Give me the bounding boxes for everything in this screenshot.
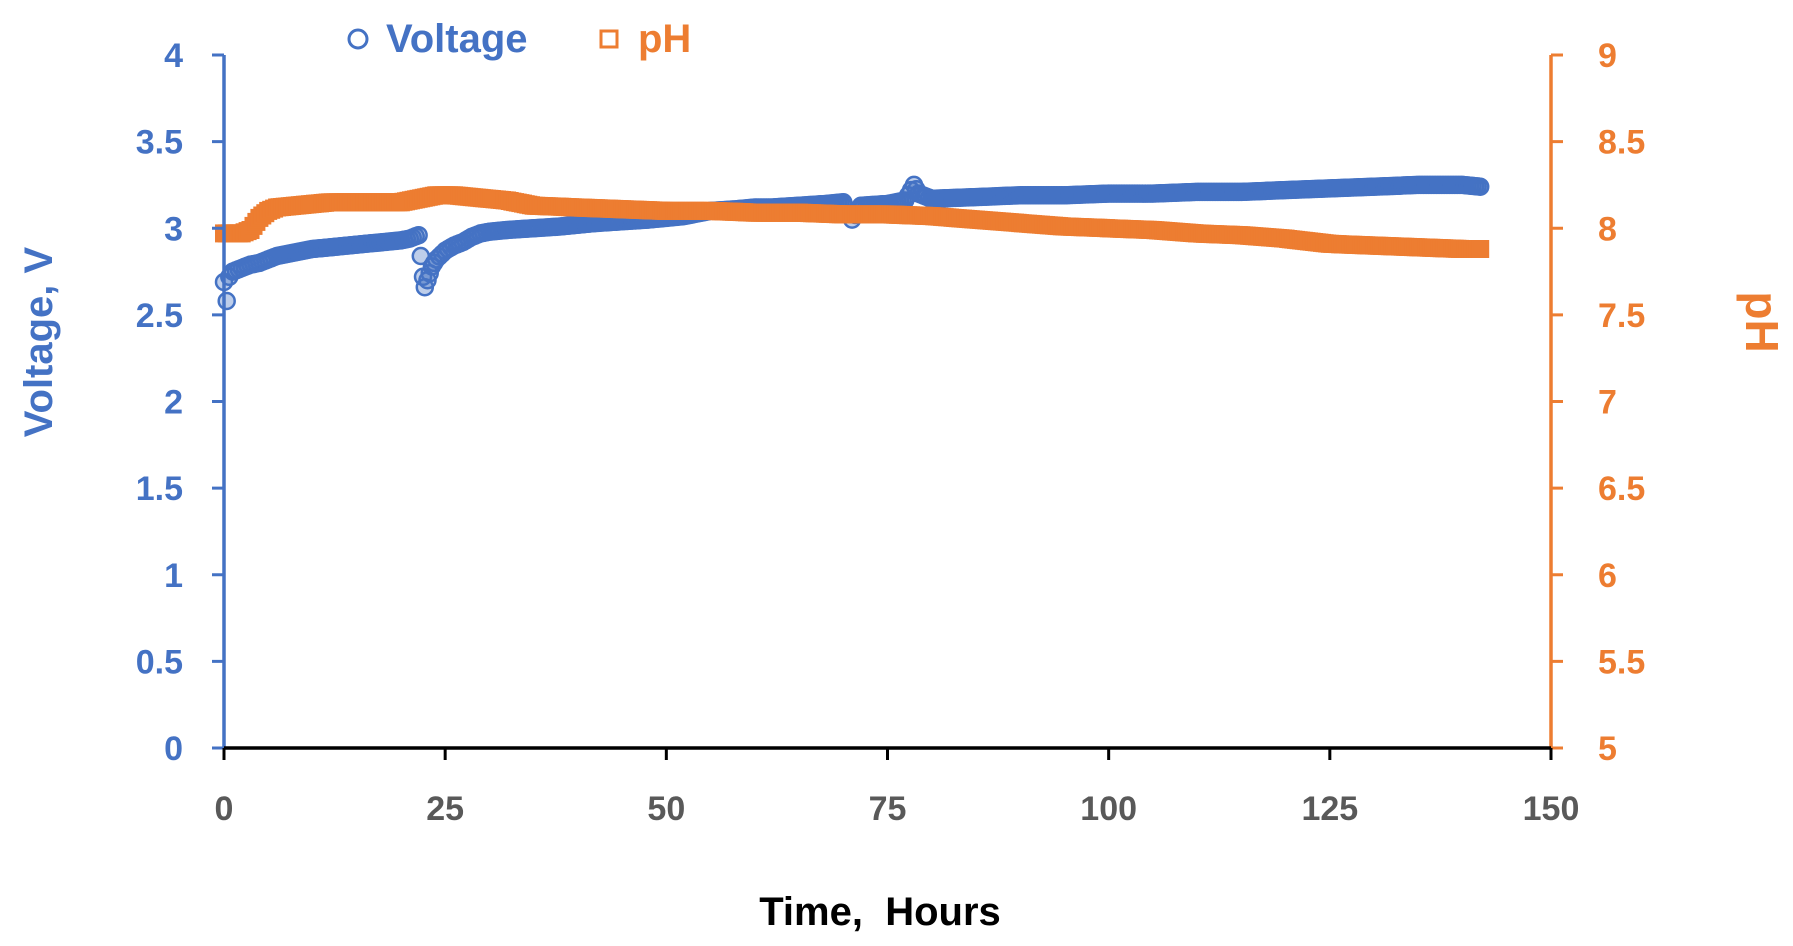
legend-ph-label: pH xyxy=(638,17,691,61)
y-tick-label: 3.5 xyxy=(136,124,183,162)
x-tick-label: 75 xyxy=(869,790,907,828)
axes xyxy=(222,55,1553,750)
voltage-point xyxy=(217,291,236,311)
x-tick-label: 50 xyxy=(647,790,685,828)
y-axis-title: Voltage, V xyxy=(17,246,61,437)
ph-point xyxy=(1471,240,1490,258)
ticks: 0 0.5 1 1.5 2 2.5 3 3.5 4 5 5.5 6 6.5 7 7.5 8 8.5 9 0 25 50 7… xyxy=(136,37,1646,828)
y-tick-label: 0.5 xyxy=(136,643,183,681)
y2-tick-label: 6.5 xyxy=(1598,470,1645,508)
x-tick-label: 150 xyxy=(1523,790,1580,828)
series-ph xyxy=(215,186,1490,258)
legend-ph-marker xyxy=(599,29,619,49)
y-tick-label: 1 xyxy=(164,557,183,595)
y2-tick-label: 8.5 xyxy=(1598,124,1645,162)
voltage-point xyxy=(1470,177,1490,196)
y-tick-label: 4 xyxy=(164,37,183,75)
y-tick-label: 1.5 xyxy=(136,470,183,508)
y-tick-label: 0 xyxy=(164,730,183,768)
y-tick-label: 3 xyxy=(164,210,183,248)
x-axis-title: Time, Hours xyxy=(759,890,1001,934)
y2-tick-label: 7.5 xyxy=(1598,297,1645,335)
legend: Voltage pH xyxy=(347,17,691,61)
legend-voltage-label: Voltage xyxy=(386,17,528,61)
legend-voltage-marker xyxy=(347,28,369,50)
y2-tick-label: 5 xyxy=(1598,730,1617,768)
y2-tick-label: 8 xyxy=(1598,210,1617,248)
y-tick-label: 2.5 xyxy=(136,297,183,335)
x-tick-label: 125 xyxy=(1301,790,1358,828)
voltage-point xyxy=(409,225,428,245)
x-tick-label: 25 xyxy=(426,790,464,828)
y2-tick-label: 6 xyxy=(1598,557,1617,595)
x-tick-label: 100 xyxy=(1080,790,1137,828)
plot-marks xyxy=(214,175,1490,311)
y2-tick-label: 9 xyxy=(1598,37,1617,75)
y2-axis-title: pH xyxy=(1736,291,1788,352)
y-tick-label: 2 xyxy=(164,384,183,422)
y2-tick-label: 7 xyxy=(1598,384,1617,422)
series-voltage xyxy=(214,175,1490,311)
x-tick-label: 0 xyxy=(215,790,234,828)
y2-tick-label: 5.5 xyxy=(1598,643,1645,681)
